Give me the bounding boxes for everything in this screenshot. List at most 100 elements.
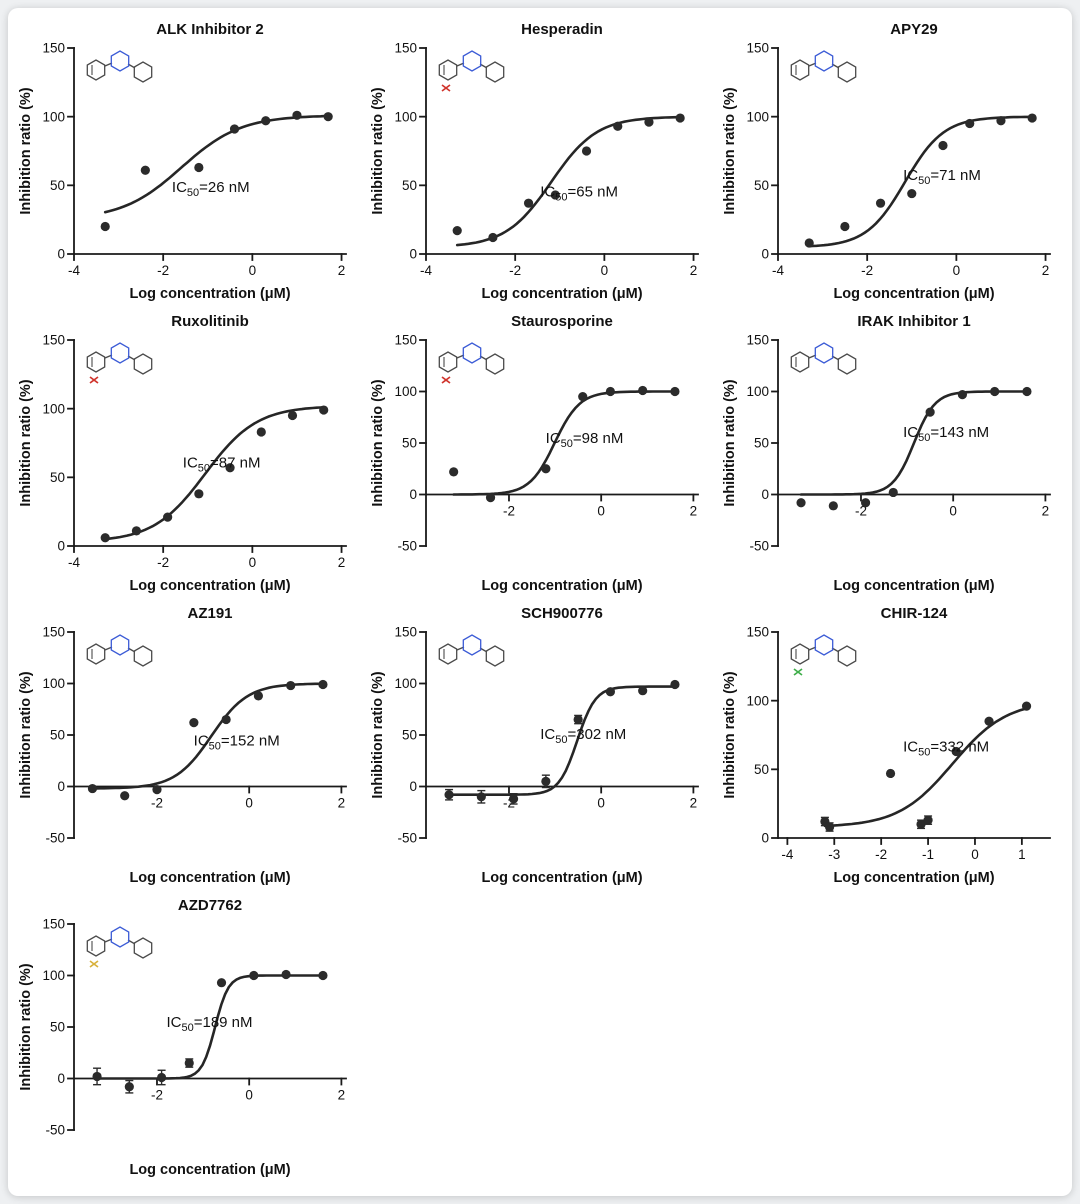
y-axis-title: Inhibition ratio (%): [722, 87, 738, 214]
data-point: [1021, 701, 1032, 711]
y-tick-label: 150: [746, 625, 769, 640]
y-tick-label: 150: [746, 333, 769, 348]
fit-curve: [455, 115, 682, 247]
data-point: [916, 819, 926, 829]
x-tick-label: 1: [1018, 847, 1026, 862]
data-point: [581, 146, 592, 156]
data-point: [253, 691, 264, 701]
data-point: [249, 970, 259, 981]
y-tick-label: 150: [746, 41, 769, 56]
molecule-skeletal-icon: [438, 634, 505, 667]
molecule-ring: [790, 351, 810, 373]
chart-panel-irak-inhibitor-1: -50 0 50 100 150 -2 0 2 IRAK Inhibitor 1 Inhibiti…: [717, 310, 1069, 598]
chart-title: AZD7762: [178, 897, 242, 914]
y-tick-label: 50: [50, 470, 65, 485]
x-axis-title: Log concentration (μM): [129, 870, 290, 886]
x-axis-title: Log concentration (μM): [481, 870, 642, 886]
molecule-ring: [86, 59, 106, 81]
data-point: [957, 389, 968, 400]
x-tick-label: -2: [875, 847, 887, 862]
x-tick-label: -2: [503, 504, 515, 519]
y-axis-title: Inhibition ratio (%): [18, 87, 34, 214]
chart-svg: -50 0 50 100 150 -2 0 2 IRAK Inhibitor 1 Inhibiti…: [722, 313, 1051, 594]
data-point: [670, 386, 680, 397]
data-point: [476, 792, 486, 802]
data-point: [613, 121, 623, 131]
x-tick-label: 0: [249, 555, 257, 570]
y-tick-label: 50: [402, 728, 417, 743]
x-tick-label: -4: [420, 263, 432, 278]
x-tick-label: 0: [971, 847, 979, 862]
x-tick-label: -3: [828, 847, 840, 862]
molecule-ring: [438, 351, 458, 373]
y-axis-title: Inhibition ratio (%): [18, 671, 34, 798]
molecule-ring: [110, 342, 130, 364]
data-point: [140, 165, 150, 175]
data-point: [229, 124, 240, 134]
y-tick-label: 0: [409, 247, 417, 262]
fit-curve: [103, 114, 330, 214]
data-point: [938, 140, 948, 151]
data-point: [605, 687, 616, 697]
y-tick-label: 100: [42, 401, 65, 416]
data-point: [984, 716, 994, 726]
data-point: [318, 679, 328, 690]
data-point: [875, 198, 886, 208]
x-tick-label: -2: [157, 555, 169, 570]
ic50-label: IC50=98 nM: [546, 430, 624, 450]
molecule-skeletal-icon: [790, 342, 857, 375]
data-point: [541, 464, 551, 474]
data-point: [796, 498, 806, 508]
y-tick-label: 100: [394, 109, 417, 124]
chart-panel-az191: -50 0 50 100 150 -2 0 2 AZ191 Inhibition ratio (%…: [13, 602, 365, 890]
y-tick-label: 50: [50, 178, 65, 193]
molecule-ring: [133, 61, 153, 83]
x-tick-label: 2: [690, 263, 698, 278]
y-axis-title: Inhibition ratio (%): [370, 87, 386, 214]
molecule-ring: [110, 926, 130, 948]
y-tick-label: 100: [746, 384, 769, 399]
y-tick-label: 50: [50, 1020, 65, 1035]
y-tick-label: -50: [45, 1123, 65, 1138]
y-tick-label: 100: [746, 693, 769, 708]
data-point: [638, 686, 648, 696]
chart-title: CHIR-124: [881, 605, 948, 622]
chart-title: Hesperadin: [521, 21, 603, 38]
data-point: [488, 232, 498, 243]
ic50-label: IC50=152 nM: [194, 732, 280, 752]
molecule-ring: [133, 353, 153, 375]
data-point: [216, 978, 227, 988]
data-point: [965, 118, 975, 129]
y-axis-title: Inhibition ratio (%): [370, 379, 386, 506]
data-point: [131, 526, 142, 536]
fit-curve: [103, 406, 325, 541]
fit-curve: [807, 115, 1034, 248]
x-tick-label: 0: [245, 796, 253, 811]
x-tick-label: 0: [597, 504, 605, 519]
chart-title: Ruxolitinib: [171, 313, 249, 330]
molecule-ring: [485, 645, 505, 667]
x-axis-title: Log concentration (μM): [129, 578, 290, 594]
data-point: [189, 718, 199, 728]
molecule-ring: [837, 353, 857, 375]
molecule-substituent: [441, 376, 451, 384]
y-tick-label: 0: [761, 487, 769, 502]
x-tick-label: -2: [157, 263, 169, 278]
y-axis-title: Inhibition ratio (%): [370, 671, 386, 798]
x-tick-label: 0: [249, 263, 257, 278]
molecule-skeletal-icon: [86, 342, 153, 384]
data-point: [675, 113, 685, 123]
chart-title: Staurosporine: [511, 313, 613, 330]
data-point: [907, 188, 917, 199]
y-tick-label: 100: [42, 109, 65, 124]
molecule-ring: [790, 59, 810, 81]
data-point: [523, 198, 534, 208]
x-axis-title: Log concentration (μM): [129, 286, 290, 302]
data-point: [449, 467, 459, 477]
x-tick-label: 2: [338, 796, 346, 811]
x-tick-label: 0: [601, 263, 609, 278]
y-tick-label: 0: [761, 247, 769, 262]
data-point: [120, 791, 130, 801]
y-tick-label: 50: [50, 728, 65, 743]
x-axis-title: Log concentration (μM): [129, 1162, 290, 1178]
